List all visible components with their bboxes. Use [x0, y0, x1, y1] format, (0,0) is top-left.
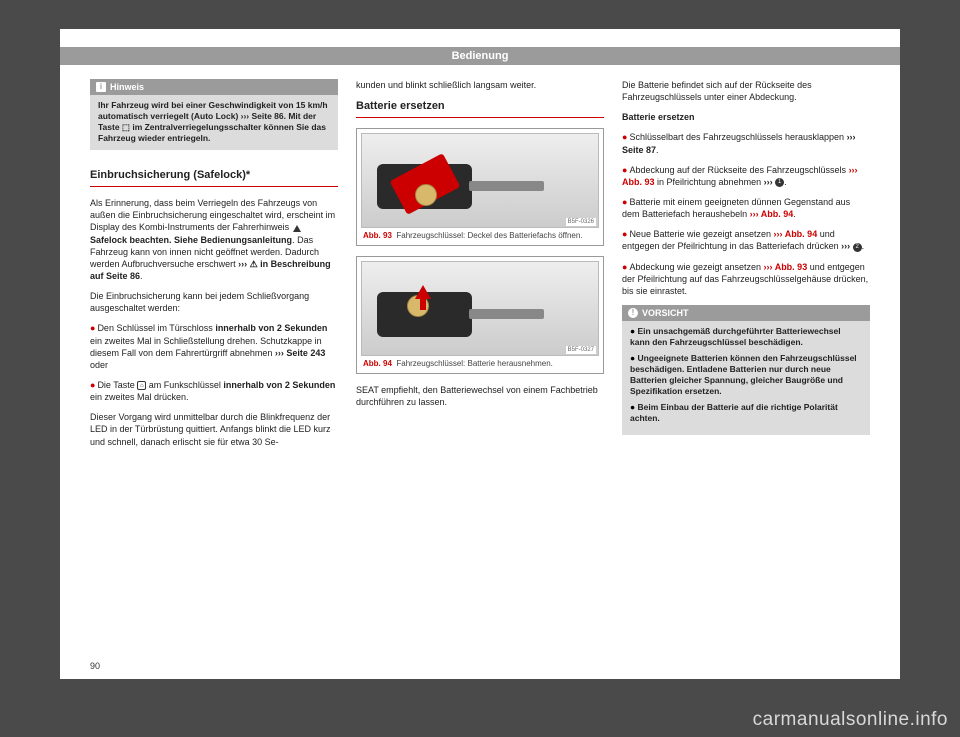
figure-code: B5F-0327 — [566, 346, 596, 354]
ref-red: ››› Abb. 94 — [750, 209, 794, 219]
seat-recommendation: SEAT empfiehlt, den Batteriewechsel von … — [356, 384, 604, 408]
figure-94-image: B5F-0327 — [361, 261, 599, 356]
key-blade — [469, 309, 544, 319]
lock-button-icon: ⌂ — [137, 381, 146, 390]
step-5: ●Abdeckung wie gezeigt ansetzen ››› Abb.… — [622, 261, 870, 297]
figure-code: B5F-0326 — [566, 218, 596, 226]
ref: ››› Seite 243 — [275, 348, 326, 358]
bullet-icon: ● — [90, 380, 95, 390]
figure-94: B5F-0327 Abb. 94 Fahrzeugschlüssel: Batt… — [356, 256, 604, 374]
text: Schlüsselbart des Fahrzeugschlüssels her… — [629, 132, 846, 142]
key-illustration — [377, 287, 557, 342]
watermark: carmanualsonline.info — [753, 709, 948, 731]
warning-icon — [293, 225, 301, 232]
battery-coin — [415, 184, 437, 206]
text: Die Taste — [97, 380, 137, 390]
text-bold: innerhalb von 2 Sekunden — [215, 323, 327, 333]
figure-label: Abb. 94 — [363, 359, 392, 368]
vorsicht-item: Beim Einbau der Batterie auf die richtig… — [630, 402, 862, 424]
safelock-p1: Als Erinnerung, dass beim Verriegeln des… — [90, 197, 338, 282]
text: Abdeckung wie gezeigt ansetzen — [629, 262, 763, 272]
ref-red: ››› Abb. 94 — [774, 229, 818, 239]
figure-93-image: B5F-0326 — [361, 133, 599, 228]
safelock-p3: Dieser Vorgang wird unmittelbar durch di… — [90, 411, 338, 447]
safelock-title: Einbruchsicherung (Safelock)* — [90, 168, 338, 187]
safelock-bullet1: ●Den Schlüssel im Türschloss innerhalb v… — [90, 322, 338, 371]
column-3: Die Batterie befindet sich auf der Rücks… — [622, 79, 870, 456]
figure-label: Abb. 93 — [363, 231, 392, 240]
text-bold: innerhalb von 2 Sekunden — [223, 380, 335, 390]
text: Neue Batterie wie gezeigt ansetzen — [629, 229, 773, 239]
vorsicht-item: Ungeeignete Batterien können den Fahrzeu… — [630, 353, 862, 397]
vorsicht-box: ! VORSICHT Ein unsachgemäß durchgeführte… — [622, 305, 870, 436]
bullet-icon: ● — [622, 197, 627, 207]
vorsicht-item: Ein unsachgemäß durchgeführter Batteriew… — [630, 326, 862, 348]
arrow-icon — [429, 161, 445, 175]
key-blade — [469, 181, 544, 191]
bullet-icon: ● — [622, 229, 627, 239]
continuation-text: kunden und blinkt schließlich langsam we… — [356, 79, 604, 91]
page-number: 90 — [90, 661, 100, 671]
text: Abdeckung auf der Rückseite des Fahrzeug… — [629, 165, 848, 175]
figure-text: Fahrzeugschlüssel: Deckel des Batteriefa… — [396, 231, 582, 240]
figure-93-caption: Abb. 93 Fahrzeugschlüssel: Deckel des Ba… — [361, 228, 599, 241]
bullet-icon: ● — [90, 323, 95, 333]
text: oder — [90, 360, 108, 370]
step-marker-icon: 1 — [775, 178, 784, 187]
key-illustration — [377, 159, 557, 214]
bullet-icon: ● — [622, 262, 627, 272]
step-4: ●Neue Batterie wie gezeigt ansetzen ››› … — [622, 228, 870, 252]
step-1: ●Schlüsselbart des Fahrzeugschlüssels he… — [622, 131, 870, 155]
caution-icon: ! — [628, 308, 638, 318]
text: in Pfeilrichtung abnehmen — [655, 177, 764, 187]
battery-location: Die Batterie befindet sich auf der Rücks… — [622, 79, 870, 103]
text: Batterie mit einem geeigneten dünnen Geg… — [622, 197, 850, 219]
vorsicht-list: Ein unsachgemäß durchgeführter Batteriew… — [630, 326, 862, 424]
bullet-icon: ● — [622, 165, 627, 175]
text: am Funkschlüssel — [146, 380, 223, 390]
page-header: Bedienung — [60, 47, 900, 65]
safelock-p2: Die Einbruchsicherung kann bei jedem Sch… — [90, 290, 338, 314]
text: Den Schlüssel im Türschloss — [97, 323, 215, 333]
vorsicht-header: ! VORSICHT — [622, 305, 870, 321]
text: ein zweites Mal drücken. — [90, 392, 189, 402]
step-marker-icon: 2 — [853, 243, 862, 252]
figure-text: Fahrzeugschlüssel: Batterie herausnehmen… — [396, 359, 553, 368]
text-bold: Safelock beachten. Siehe Bedienungsanlei… — [90, 235, 292, 245]
info-icon: i — [96, 82, 106, 92]
column-1: i Hinweis Ihr Fahrzeug wird bei einer Ge… — [90, 79, 338, 456]
hinweis-box: i Hinweis Ihr Fahrzeug wird bei einer Ge… — [90, 79, 338, 150]
vorsicht-label: VORSICHT — [642, 307, 689, 319]
arrow-icon — [415, 285, 431, 299]
column-2: kunden und blinkt schließlich langsam we… — [356, 79, 604, 456]
content-columns: i Hinweis Ihr Fahrzeug wird bei einer Ge… — [90, 79, 870, 456]
hinweis-body: Ihr Fahrzeug wird bei einer Geschwindigk… — [98, 100, 330, 144]
figure-94-caption: Abb. 94 Fahrzeugschlüssel: Batterie hera… — [361, 356, 599, 369]
step-3: ●Batterie mit einem geeigneten dünnen Ge… — [622, 196, 870, 220]
batterie-title: Batterie ersetzen — [356, 99, 604, 118]
battery-subtitle: Batterie ersetzen — [622, 111, 870, 123]
manual-page: Bedienung i Hinweis Ihr Fahrzeug wird be… — [60, 29, 900, 679]
bullet-icon: ● — [622, 132, 627, 142]
safelock-bullet2: ●Die Taste ⌂ am Funkschlüssel innerhalb … — [90, 379, 338, 403]
ref-red: ››› Abb. 93 — [764, 262, 808, 272]
step-2: ●Abdeckung auf der Rückseite des Fahrzeu… — [622, 164, 870, 188]
hinweis-header: i Hinweis — [90, 79, 338, 95]
hinweis-label: Hinweis — [110, 81, 144, 93]
figure-93: B5F-0326 Abb. 93 Fahrzeugschlüssel: Deck… — [356, 128, 604, 246]
